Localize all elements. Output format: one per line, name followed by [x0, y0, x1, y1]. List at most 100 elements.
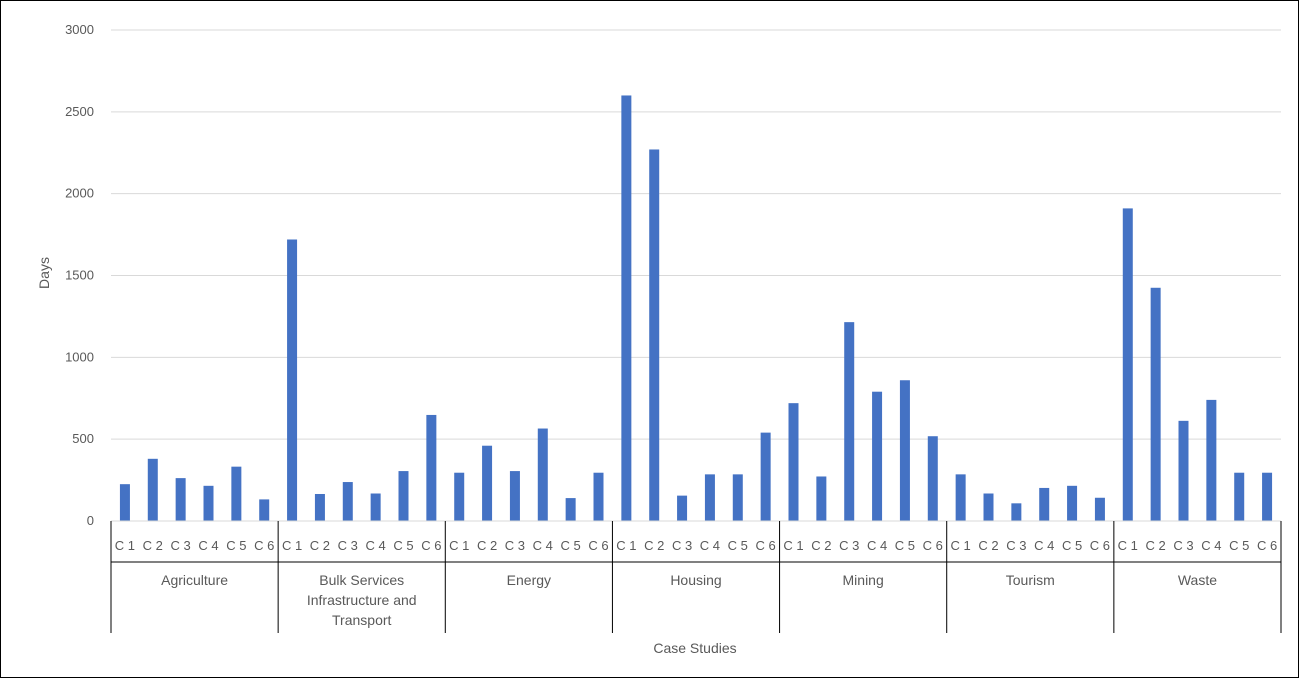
case-tick-label: C 5: [1229, 538, 1249, 553]
bar: [370, 493, 381, 521]
y-tick-label: 1000: [65, 349, 94, 364]
bar: [565, 498, 576, 521]
case-tick-label: C 4: [1201, 538, 1221, 553]
y-tick-label: 500: [72, 431, 94, 446]
bar: [844, 322, 855, 521]
y-tick-label: 3000: [65, 22, 94, 37]
case-tick-label: C 2: [978, 538, 998, 553]
case-tick-label: C 6: [254, 538, 274, 553]
bar: [454, 472, 465, 521]
bars: [119, 95, 1273, 521]
bar: [314, 493, 325, 521]
case-tick-label: C 5: [226, 538, 246, 553]
case-tick-label: C 4: [366, 538, 386, 553]
case-tick-label: C 4: [533, 538, 553, 553]
bar: [1067, 485, 1078, 521]
bar: [649, 149, 660, 521]
case-tick-label: C 2: [811, 538, 831, 553]
case-tick-label: C 6: [923, 538, 943, 553]
bar: [872, 391, 883, 521]
category-label: Agriculture: [161, 572, 228, 588]
bar: [203, 485, 214, 521]
bar: [704, 474, 715, 521]
bar: [175, 478, 186, 521]
case-tick-label: C 1: [115, 538, 135, 553]
case-tick-label: C 1: [951, 538, 971, 553]
bar: [1122, 208, 1133, 521]
y-tick-label: 1500: [65, 268, 94, 283]
case-tick-label: C 5: [895, 538, 915, 553]
bar: [147, 458, 158, 521]
bar: [537, 428, 548, 521]
y-tick-labels: 0 500 1000 1500 2000 2500 3000: [65, 22, 94, 528]
case-tick-label: C 2: [477, 538, 497, 553]
category-label: Bulk Services Infrastructure and Transport: [307, 572, 417, 628]
gridlines: [111, 29, 1281, 440]
case-tick-label: C 1: [282, 538, 302, 553]
category-label: Housing: [670, 572, 721, 588]
bar: [677, 495, 688, 521]
case-tick-label: C 6: [1090, 538, 1110, 553]
case-tick-label: C 6: [1257, 538, 1277, 553]
case-tick-label: C 2: [310, 538, 330, 553]
y-tick-label: 2500: [65, 104, 94, 119]
bar: [1262, 472, 1273, 521]
case-tick-label: C 3: [338, 538, 358, 553]
case-tick-label: C 6: [588, 538, 608, 553]
case-tick-label: C 2: [644, 538, 664, 553]
case-tick-label: C 2: [1146, 538, 1166, 553]
bar: [342, 482, 353, 521]
category-label: Mining: [843, 572, 884, 588]
bar: [788, 403, 799, 521]
bar: [983, 493, 994, 521]
case-tick-label: C 4: [867, 538, 887, 553]
case-tick-label: C 4: [198, 538, 218, 553]
y-tick-label: 0: [87, 513, 94, 528]
case-tick-label: C 1: [449, 538, 469, 553]
bar: [1094, 497, 1105, 521]
bar: [287, 239, 298, 521]
bar: [593, 472, 604, 521]
case-tick-label: C 1: [616, 538, 636, 553]
case-tick-label: C 5: [728, 538, 748, 553]
bar: [955, 474, 966, 521]
case-tick-label: C 3: [505, 538, 525, 553]
case-tick-label: C 6: [421, 538, 441, 553]
x-axis: C 1 C 2 C 3 C 4 C 5 C 6 Agriculture C 1 C 2 C 3 C …: [110, 520, 1282, 633]
case-tick-label: C 3: [1006, 538, 1026, 553]
category-label: Tourism: [1006, 572, 1055, 588]
bar: [231, 466, 242, 521]
bar: [426, 414, 437, 521]
bar: [1039, 487, 1050, 521]
case-tick-label: C 2: [143, 538, 163, 553]
bar: [119, 484, 130, 521]
y-tick-label: 2000: [65, 186, 94, 201]
case-tick-label: C 5: [1062, 538, 1082, 553]
bar: [927, 436, 938, 521]
bar: [482, 445, 493, 521]
category-label: Waste: [1178, 572, 1217, 588]
case-tick-label: C 5: [561, 538, 581, 553]
bar: [732, 474, 743, 521]
case-tick-label: C 3: [672, 538, 692, 553]
case-tick-label: C 4: [700, 538, 720, 553]
y-axis-title: Days: [36, 257, 52, 289]
bar: [621, 95, 632, 521]
category-label: Energy: [507, 572, 551, 588]
case-tick-label: C 3: [839, 538, 859, 553]
x-axis-title: Case Studies: [653, 640, 736, 656]
bar: [1234, 472, 1245, 521]
case-tick-label: C 3: [1173, 538, 1193, 553]
case-tick-label: C 3: [171, 538, 191, 553]
case-tick-label: C 6: [756, 538, 776, 553]
bar: [760, 432, 771, 521]
bar: [1206, 399, 1217, 521]
case-tick-label: C 1: [783, 538, 803, 553]
bar: [259, 499, 270, 521]
case-tick-label: C 1: [1118, 538, 1138, 553]
bar: [398, 471, 409, 521]
bar: [899, 380, 910, 521]
bar: [509, 471, 520, 521]
